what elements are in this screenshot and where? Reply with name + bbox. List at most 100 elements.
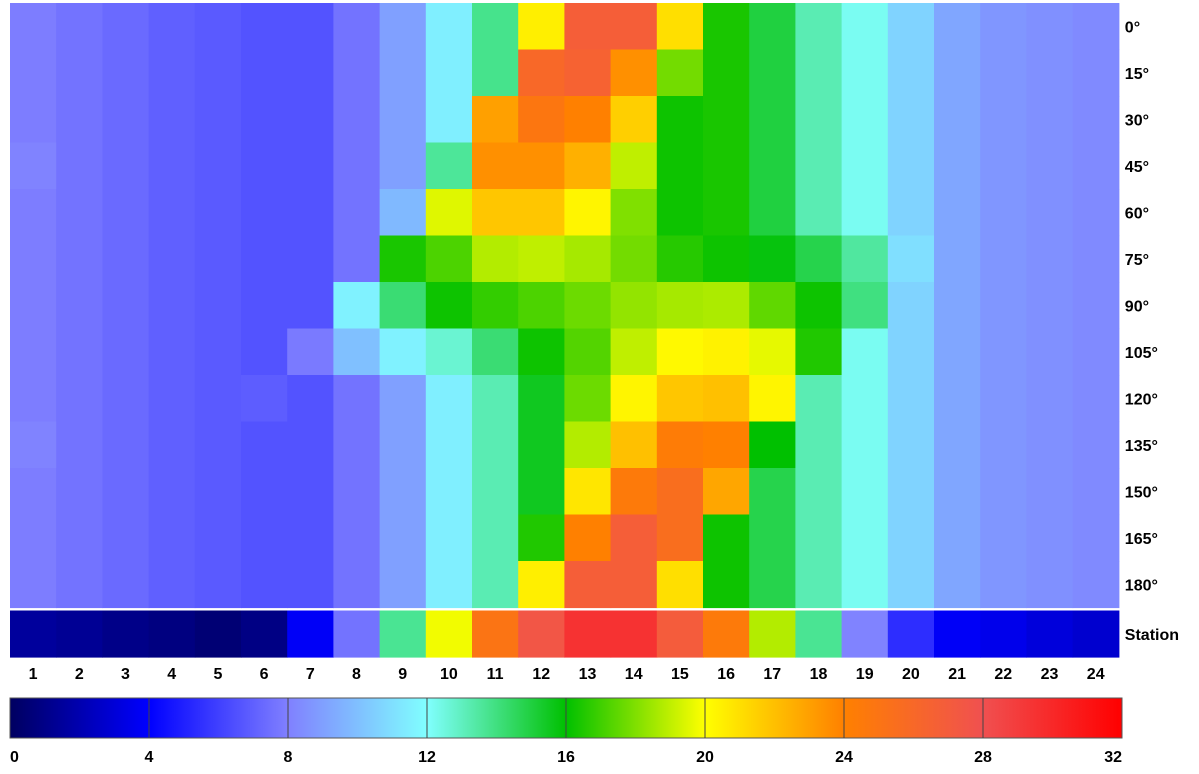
heatmap-cell <box>703 235 750 283</box>
heatmap-cell <box>564 610 612 658</box>
heatmap-cell <box>425 96 473 144</box>
heatmap-cell <box>564 142 612 190</box>
heatmap-cell <box>287 561 334 609</box>
heatmap-cell <box>333 282 381 330</box>
column-label: 9 <box>398 666 407 683</box>
heatmap-cell <box>10 514 57 562</box>
heatmap-cell <box>1072 468 1120 516</box>
heatmap-cell <box>518 561 565 609</box>
heatmap-cell <box>749 282 796 330</box>
heatmap-cell <box>472 3 519 51</box>
heatmap-cell <box>518 514 565 562</box>
heatmap-cell <box>102 235 150 283</box>
heatmap-cell <box>333 375 381 423</box>
heatmap-cell <box>518 282 565 330</box>
heatmap-cell <box>610 561 658 609</box>
heatmap-cell <box>148 282 196 330</box>
heatmap-cell <box>10 189 57 237</box>
heatmap-cell <box>333 235 381 283</box>
heatmap-cell <box>194 49 242 97</box>
heatmap-cell <box>795 421 843 469</box>
heatmap-cell <box>425 610 473 658</box>
heatmap-cell <box>287 421 334 469</box>
heatmap-cell <box>934 421 981 469</box>
heatmap-cell <box>102 468 150 516</box>
heatmap-cell <box>887 610 935 658</box>
heatmap-cell <box>472 328 519 376</box>
column-label: 22 <box>994 666 1012 683</box>
heatmap-cell <box>841 610 889 658</box>
column-labels: 1 2 3 4 5 6 7 8 9 10 11 12 13 14 15 16 17 18 19 20 21 22 23 24 <box>29 666 1105 683</box>
heatmap-cell <box>934 514 981 562</box>
heatmap-cell <box>610 96 658 144</box>
heatmap-cell <box>241 514 288 562</box>
heatmap-cell <box>472 375 519 423</box>
heatmap-cell <box>1072 142 1120 190</box>
heatmap-cell <box>749 514 796 562</box>
heatmap-cell <box>425 421 473 469</box>
heatmap-cell <box>472 96 519 144</box>
heatmap-cell <box>379 96 427 144</box>
heatmap-cell <box>10 282 57 330</box>
heatmap-cell <box>1026 3 1074 51</box>
heatmap-cell <box>980 189 1027 237</box>
heatmap-cell <box>379 142 427 190</box>
heatmap-cell <box>425 189 473 237</box>
heatmap-cell <box>102 3 150 51</box>
heatmap-cell <box>379 328 427 376</box>
heatmap-cell <box>934 235 981 283</box>
heatmap-cell <box>333 96 381 144</box>
heatmap-cell <box>102 375 150 423</box>
heatmap-cell <box>564 282 612 330</box>
heatmap-cell <box>194 328 242 376</box>
heatmap-cells <box>10 3 1120 658</box>
heatmap-cell <box>841 375 889 423</box>
heatmap-cell <box>1026 561 1074 609</box>
heatmap-cell <box>795 3 843 51</box>
heatmap-cell <box>10 3 57 51</box>
heatmap-cell <box>934 375 981 423</box>
column-label: 8 <box>352 666 361 683</box>
heatmap-cell <box>564 561 612 609</box>
heatmap-cell <box>1072 375 1120 423</box>
heatmap-cell <box>841 235 889 283</box>
heatmap-cell <box>194 468 242 516</box>
heatmap-cell <box>656 610 704 658</box>
colorbar-tick-label: 16 <box>557 749 575 766</box>
column-label: 3 <box>121 666 130 683</box>
heatmap-cell <box>425 142 473 190</box>
heatmap-cell <box>56 375 103 423</box>
heatmap-cell <box>656 375 704 423</box>
heatmap-cell <box>56 282 103 330</box>
heatmap-cell <box>656 468 704 516</box>
heatmap-cell <box>841 328 889 376</box>
column-label: 17 <box>763 666 781 683</box>
heatmap-cell <box>333 514 381 562</box>
heatmap-cell <box>10 468 57 516</box>
heatmap-cell <box>194 421 242 469</box>
heatmap-cell <box>194 235 242 283</box>
heatmap-cell <box>1072 514 1120 562</box>
heatmap-cell <box>56 3 103 51</box>
heatmap-cell <box>241 561 288 609</box>
row-label: 0° <box>1125 19 1140 36</box>
heatmap-cell <box>102 49 150 97</box>
heatmap-cell <box>333 49 381 97</box>
heatmap-cell <box>472 189 519 237</box>
row-label: 165° <box>1125 531 1158 548</box>
heatmap-cell <box>10 235 57 283</box>
heatmap-cell <box>841 189 889 237</box>
colorbar-tick-label: 20 <box>696 749 714 766</box>
heatmap-cell <box>1026 468 1074 516</box>
heatmap-cell <box>287 235 334 283</box>
heatmap-cell <box>241 96 288 144</box>
heatmap-cell <box>287 375 334 423</box>
heatmap-cell <box>1026 189 1074 237</box>
heatmap-cell <box>656 561 704 609</box>
column-label: 14 <box>625 666 643 683</box>
heatmap-cell <box>102 142 150 190</box>
heatmap-cell <box>980 514 1027 562</box>
heatmap-cell <box>241 610 288 658</box>
heatmap-cell <box>518 468 565 516</box>
